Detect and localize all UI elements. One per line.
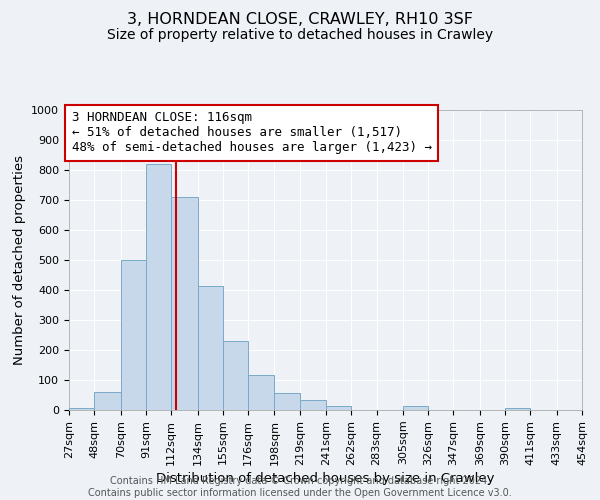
Bar	[197, 286, 223, 410]
Bar	[403, 406, 428, 410]
X-axis label: Distribution of detached houses by size in Crawley: Distribution of detached houses by size …	[156, 472, 495, 484]
Bar	[326, 406, 352, 410]
Bar	[274, 393, 299, 410]
Text: Contains HM Land Registry data © Crown copyright and database right 2024.
Contai: Contains HM Land Registry data © Crown c…	[88, 476, 512, 498]
Bar	[171, 197, 197, 410]
Bar	[299, 400, 326, 410]
Text: Size of property relative to detached houses in Crawley: Size of property relative to detached ho…	[107, 28, 493, 42]
Bar	[146, 164, 171, 410]
Bar	[223, 341, 248, 410]
Bar	[505, 408, 530, 410]
Bar	[69, 408, 94, 410]
Bar	[94, 392, 121, 410]
Bar	[248, 374, 274, 410]
Text: 3, HORNDEAN CLOSE, CRAWLEY, RH10 3SF: 3, HORNDEAN CLOSE, CRAWLEY, RH10 3SF	[127, 12, 473, 28]
Bar	[121, 260, 146, 410]
Text: 3 HORNDEAN CLOSE: 116sqm
← 51% of detached houses are smaller (1,517)
48% of sem: 3 HORNDEAN CLOSE: 116sqm ← 51% of detach…	[71, 112, 431, 154]
Y-axis label: Number of detached properties: Number of detached properties	[13, 155, 26, 365]
